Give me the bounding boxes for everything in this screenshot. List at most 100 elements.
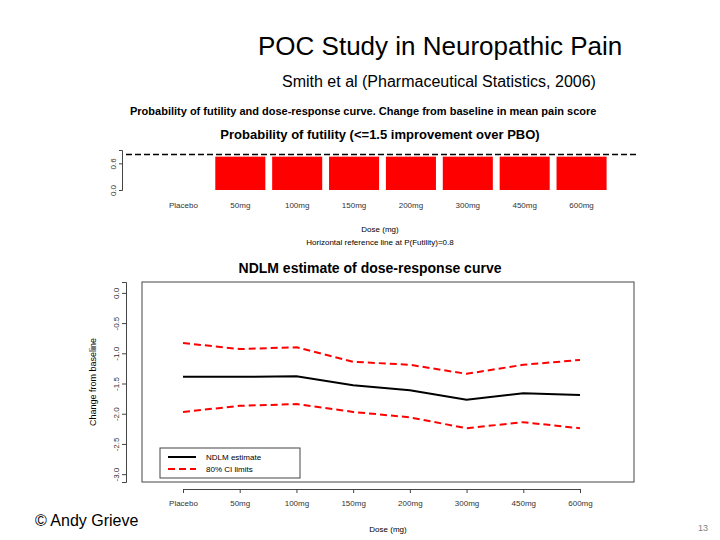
tick: 50mg — [230, 199, 250, 210]
tick: 50mg — [230, 489, 250, 508]
tick: 600mg — [569, 199, 593, 210]
chart-title: Probability of futility (<=1.5 improveme… — [220, 127, 539, 142]
tick-label: 450mg — [512, 201, 536, 210]
tick-mark — [122, 353, 126, 354]
tick: 150mg — [341, 489, 365, 508]
tick-mark — [122, 293, 126, 294]
tick: -1.0 — [112, 346, 126, 360]
tick: 200mg — [398, 489, 422, 508]
tick-label: 300mg — [455, 499, 479, 508]
tick-mark — [119, 163, 122, 164]
tick: 450mg — [512, 199, 536, 210]
tick-label: -0.5 — [112, 316, 121, 330]
tick-mark — [296, 489, 297, 493]
tick-mark — [523, 489, 524, 493]
tick: 600mg — [568, 489, 592, 508]
axis-line — [119, 151, 123, 191]
y-axis-title: Change from baseline — [88, 338, 98, 426]
legend-swatch — [168, 456, 196, 458]
bar — [557, 157, 607, 190]
tick: 200mg — [399, 199, 423, 210]
plot-area — [126, 154, 637, 190]
series-line — [183, 404, 580, 428]
tick-label: 200mg — [399, 201, 423, 210]
bar — [500, 157, 550, 190]
tick-mark — [410, 489, 411, 493]
x-axis-title: Dose (mg) — [361, 225, 399, 234]
x-axis: Placebo 50mg 100mg 150mg 200mg 300mg 450mg 600m… — [169, 489, 593, 508]
tick: 0.6 — [109, 158, 122, 170]
tick-label: 200mg — [398, 499, 422, 508]
tick-label: -2.0 — [112, 407, 121, 421]
tick-label: -2.5 — [112, 437, 121, 451]
tick: 300mg — [455, 489, 479, 508]
bar — [386, 157, 436, 190]
tick-mark — [580, 489, 581, 493]
tick: 150mg — [342, 199, 366, 210]
legend-swatch — [168, 468, 196, 470]
tick: 100mg — [285, 489, 309, 508]
bar — [272, 157, 322, 190]
tick-label: 100mg — [285, 499, 309, 508]
tick-label: 0.6 — [109, 158, 118, 170]
tick-mark — [122, 323, 126, 324]
bar — [329, 157, 379, 190]
tick-label: 300mg — [456, 201, 480, 210]
tick-label: 100mg — [285, 201, 309, 210]
tick-label: 50mg — [230, 499, 250, 508]
tick-label: 0.0 — [112, 287, 121, 299]
tick: -1.5 — [112, 377, 126, 391]
chart-header: Probability of futility and dose-respons… — [130, 105, 596, 117]
tick: -2.0 — [112, 407, 126, 421]
bar — [443, 157, 493, 190]
tick-mark — [183, 489, 184, 493]
x-axis: Placebo 50mg 100mg 150mg 200mg 300mg 450mg 600m… — [169, 199, 594, 210]
y-axis: 0.0 -0.5 -1.0 -1.5 -2.0 -2.5 -3.0 — [112, 283, 127, 483]
tick: -0.5 — [112, 316, 126, 330]
x-axis-title: Dose (mg) — [369, 525, 407, 534]
legend-label: NDLM estimate — [206, 453, 262, 462]
tick: Placebo — [169, 199, 198, 210]
tick: 0.0 — [109, 184, 122, 196]
legend-label: 80% CI limits — [206, 465, 253, 474]
y-axis: 0.0 0.6 — [109, 151, 123, 197]
legend-box — [160, 448, 300, 478]
page-number: 13 — [698, 523, 708, 533]
futility-chart: Probability of futility and dose-respons… — [109, 105, 637, 247]
tick: -3.0 — [112, 467, 126, 481]
tick-mark — [122, 444, 126, 445]
tick: Placebo — [169, 489, 198, 508]
tick-mark — [122, 414, 126, 415]
plot-frame — [142, 282, 634, 482]
slide-subtitle: Smith et al (Pharmaceutical Statistics, … — [282, 73, 596, 90]
tick-mark — [122, 384, 126, 385]
plot-area — [183, 343, 580, 428]
tick-mark — [353, 489, 354, 493]
tick-label: 600mg — [569, 201, 593, 210]
tick-label: 600mg — [568, 499, 592, 508]
series-line — [183, 376, 580, 400]
tick: 0.0 — [112, 287, 126, 299]
reference-line — [126, 154, 637, 156]
footer: © Andy Grieve — [35, 512, 138, 529]
tick-label: 0.0 — [109, 184, 118, 196]
tick-mark — [467, 489, 468, 493]
slide-title: POC Study in Neuropathic Pain — [258, 31, 622, 61]
bar — [215, 157, 265, 190]
tick-label: 150mg — [342, 201, 366, 210]
ndlm-chart: NDLM estimate of dose-response curve0.0-… — [88, 260, 634, 534]
tick: -2.5 — [112, 437, 126, 451]
slide: POC Study in Neuropathic Pain Smith et al… — [0, 0, 720, 540]
note: Horizontal reference line at P(Futility)… — [306, 238, 454, 247]
tick-label: -3.0 — [112, 467, 121, 481]
tick-label: Placebo — [169, 201, 198, 210]
tick-mark — [240, 489, 241, 493]
tick-label: 50mg — [230, 201, 250, 210]
tick-label: 150mg — [341, 499, 365, 508]
tick: 300mg — [456, 199, 480, 210]
axis-line — [122, 283, 127, 483]
tick-label: -1.0 — [112, 346, 121, 360]
tick-mark — [122, 474, 126, 475]
axis-line — [184, 490, 581, 494]
tick-label: 450mg — [512, 499, 536, 508]
